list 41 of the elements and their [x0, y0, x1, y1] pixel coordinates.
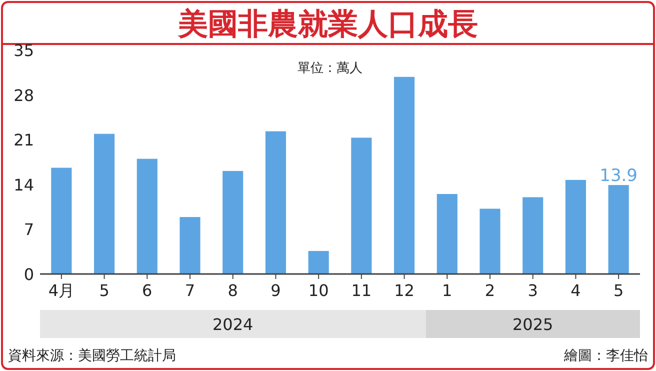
x-tick-label: 1	[442, 281, 452, 300]
chart-title: 美國非農就業人口成長	[177, 7, 478, 42]
x-tick-label: 9	[270, 281, 281, 300]
x-tick-label: 11	[351, 281, 372, 300]
x-tick-label: 8	[228, 281, 238, 300]
bar	[180, 217, 200, 274]
x-tick-label: 2	[484, 281, 496, 300]
data-label: 13.9	[600, 166, 638, 186]
x-tick-label: 7	[184, 281, 196, 300]
bar	[265, 131, 286, 274]
bar	[394, 76, 415, 274]
text: 2024	[212, 315, 254, 334]
y-tick-label: 0	[24, 265, 34, 284]
bar	[222, 170, 244, 274]
y-tick-label: 28	[14, 86, 34, 105]
bar	[51, 168, 72, 274]
bar	[522, 197, 544, 274]
y-tick-label: 35	[14, 41, 34, 60]
x-tick-label: 5	[613, 281, 624, 300]
x-tick-label: 3	[528, 281, 538, 300]
x-tick-label: 5	[99, 281, 110, 300]
bar	[136, 158, 158, 274]
y-tick-label: 14	[14, 175, 34, 194]
text: 單位：萬人	[298, 61, 362, 76]
x-tick-label: 10	[308, 281, 329, 300]
bar	[608, 185, 629, 274]
bar	[480, 208, 500, 274]
x-tick-label: 6	[142, 281, 152, 300]
bar	[351, 138, 372, 274]
bar	[436, 194, 458, 274]
y-tick-label: 7	[24, 220, 34, 240]
x-tick-label: 12	[394, 281, 414, 300]
source-note: 資料來源：美國勞工統計局	[8, 348, 176, 364]
x-tick-label: 4	[570, 281, 581, 300]
bar	[565, 180, 586, 274]
bar	[94, 134, 115, 274]
text: 2025	[512, 315, 554, 334]
text: 繪圖：李佳怡	[563, 348, 648, 364]
bar	[308, 250, 329, 274]
y-tick-label: 21	[14, 130, 34, 150]
x-tick-label: 4月	[48, 281, 75, 300]
